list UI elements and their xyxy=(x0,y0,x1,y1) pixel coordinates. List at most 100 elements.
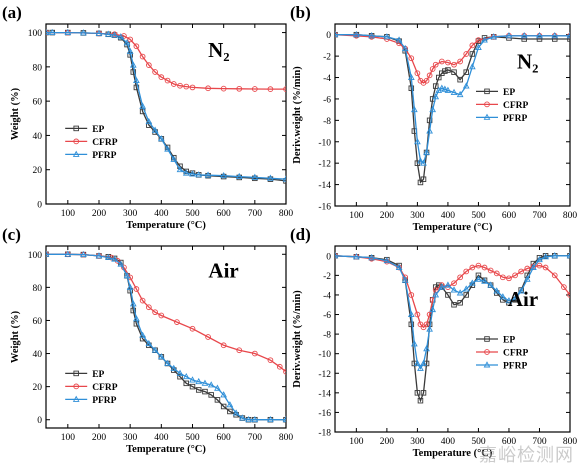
data-point-ep xyxy=(536,36,543,42)
data-point-pfrp xyxy=(566,252,570,259)
data-point-pfrp xyxy=(282,415,286,423)
x-tick-label: 500 xyxy=(471,437,486,447)
x-tick-label: 200 xyxy=(380,437,395,447)
x-tick-label: 400 xyxy=(441,437,456,447)
data-point-pfrp xyxy=(145,339,153,347)
data-point-cfrp xyxy=(561,284,567,290)
data-point-ep xyxy=(208,392,214,398)
data-point-pfrp xyxy=(235,172,243,180)
x-tick-label: 400 xyxy=(154,209,169,219)
series-line-pfrp xyxy=(46,31,286,180)
data-point-cfrp xyxy=(267,86,274,92)
plot-frame xyxy=(45,23,287,205)
data-point-pfrp xyxy=(239,414,246,421)
data-point-pfrp xyxy=(410,105,418,113)
series-line-pfrp xyxy=(335,255,570,370)
data-point-pfrp xyxy=(157,353,165,360)
data-point-cfrp xyxy=(189,325,196,332)
data-point-pfrp xyxy=(395,263,403,270)
data-point-cfrp xyxy=(158,312,165,319)
data-point-cfrp xyxy=(276,363,283,370)
data-point-pfrp xyxy=(468,63,476,70)
panel-label: (a) xyxy=(2,3,22,22)
series-line-ep xyxy=(46,31,286,182)
data-point-cfrp xyxy=(423,321,430,328)
data-point-pfrp xyxy=(383,33,391,40)
legend-label-pfrp: PFRP xyxy=(92,151,116,161)
data-point-ep xyxy=(414,390,421,396)
data-point-cfrp xyxy=(146,62,152,68)
data-point-cfrp xyxy=(236,85,243,92)
data-point-pfrp xyxy=(417,364,424,371)
data-point-pfrp xyxy=(195,171,203,178)
x-tick-label: 100 xyxy=(61,209,76,219)
legend-label-ep: EP xyxy=(92,370,104,380)
data-point-pfrp xyxy=(251,173,259,180)
y-tick-label: 60 xyxy=(33,317,43,327)
data-point-pfrp xyxy=(133,76,140,84)
data-point-pfrp xyxy=(450,286,458,293)
data-point-pfrp xyxy=(410,340,418,347)
data-point-pfrp xyxy=(204,171,212,178)
data-point-pfrp xyxy=(111,31,118,38)
watermark: 嘉峪检测网 xyxy=(479,445,574,466)
data-point-pfrp xyxy=(420,359,427,366)
data-point-pfrp xyxy=(368,32,375,39)
data-point-pfrp xyxy=(401,276,409,283)
data-point-cfrp xyxy=(127,36,134,43)
data-point-cfrp xyxy=(283,86,286,92)
y-tick-label: -6 xyxy=(323,311,331,321)
legend-marker-cfrp xyxy=(484,349,490,355)
x-axis-title: Temperature (°C) xyxy=(126,444,206,455)
data-point-ep xyxy=(220,403,227,410)
data-point-pfrp xyxy=(530,263,537,270)
condition-annotation: N₂ xyxy=(208,38,229,62)
y-tick-label: -2 xyxy=(323,272,331,282)
data-point-cfrp xyxy=(463,268,470,275)
legend-marker-pfrp xyxy=(483,361,491,368)
y-tick-label: 100 xyxy=(28,29,43,39)
data-point-pfrp xyxy=(536,255,543,263)
legend-marker-pfrp xyxy=(72,395,80,402)
data-point-pfrp xyxy=(111,255,118,262)
plot-frame xyxy=(45,245,287,429)
data-point-ep xyxy=(214,397,221,403)
data-point-cfrp xyxy=(518,268,525,275)
data-point-pfrp xyxy=(189,170,196,177)
data-point-pfrp xyxy=(487,281,495,288)
data-point-cfrp xyxy=(236,347,243,354)
data-point-pfrp xyxy=(46,250,50,257)
condition-annotation: N₂ xyxy=(517,49,538,73)
data-point-pfrp xyxy=(462,285,470,292)
data-point-cfrp xyxy=(174,319,180,325)
y-axis-title: Deriv.weight (%/min) xyxy=(292,290,303,388)
data-point-pfrp xyxy=(481,36,488,43)
data-point-pfrp xyxy=(129,61,137,68)
y-tick-label: -2 xyxy=(323,53,331,63)
data-point-pfrp xyxy=(80,29,87,36)
data-point-cfrp xyxy=(487,267,494,274)
data-point-pfrp xyxy=(490,33,498,40)
panel-label: (c) xyxy=(2,225,21,244)
data-point-pfrp xyxy=(353,30,360,38)
x-axis-title: Temperature (°C) xyxy=(126,220,206,231)
data-point-cfrp xyxy=(205,334,211,340)
data-point-ep xyxy=(177,373,183,380)
data-point-pfrp xyxy=(182,169,190,176)
data-point-pfrp xyxy=(456,289,464,296)
chart-panel-2: (b) 100 200 300 400 500 600 700 800 0 -2 -4 -6 -8 -10 -… xyxy=(290,3,577,233)
data-point-ep xyxy=(432,83,439,89)
data-point-pfrp xyxy=(80,250,87,258)
data-point-pfrp xyxy=(64,250,72,257)
data-point-ep xyxy=(202,388,208,395)
data-point-pfrp xyxy=(383,256,391,264)
data-point-pfrp xyxy=(164,145,171,152)
data-point-pfrp xyxy=(462,82,470,89)
data-point-cfrp xyxy=(423,77,430,84)
data-point-cfrp xyxy=(267,357,274,364)
data-point-pfrp xyxy=(517,287,525,294)
data-point-pfrp xyxy=(499,293,507,300)
legend-marker-pfrp xyxy=(72,150,80,157)
data-point-cfrp xyxy=(512,272,518,279)
y-axis-title: Weight (%) xyxy=(10,87,21,140)
